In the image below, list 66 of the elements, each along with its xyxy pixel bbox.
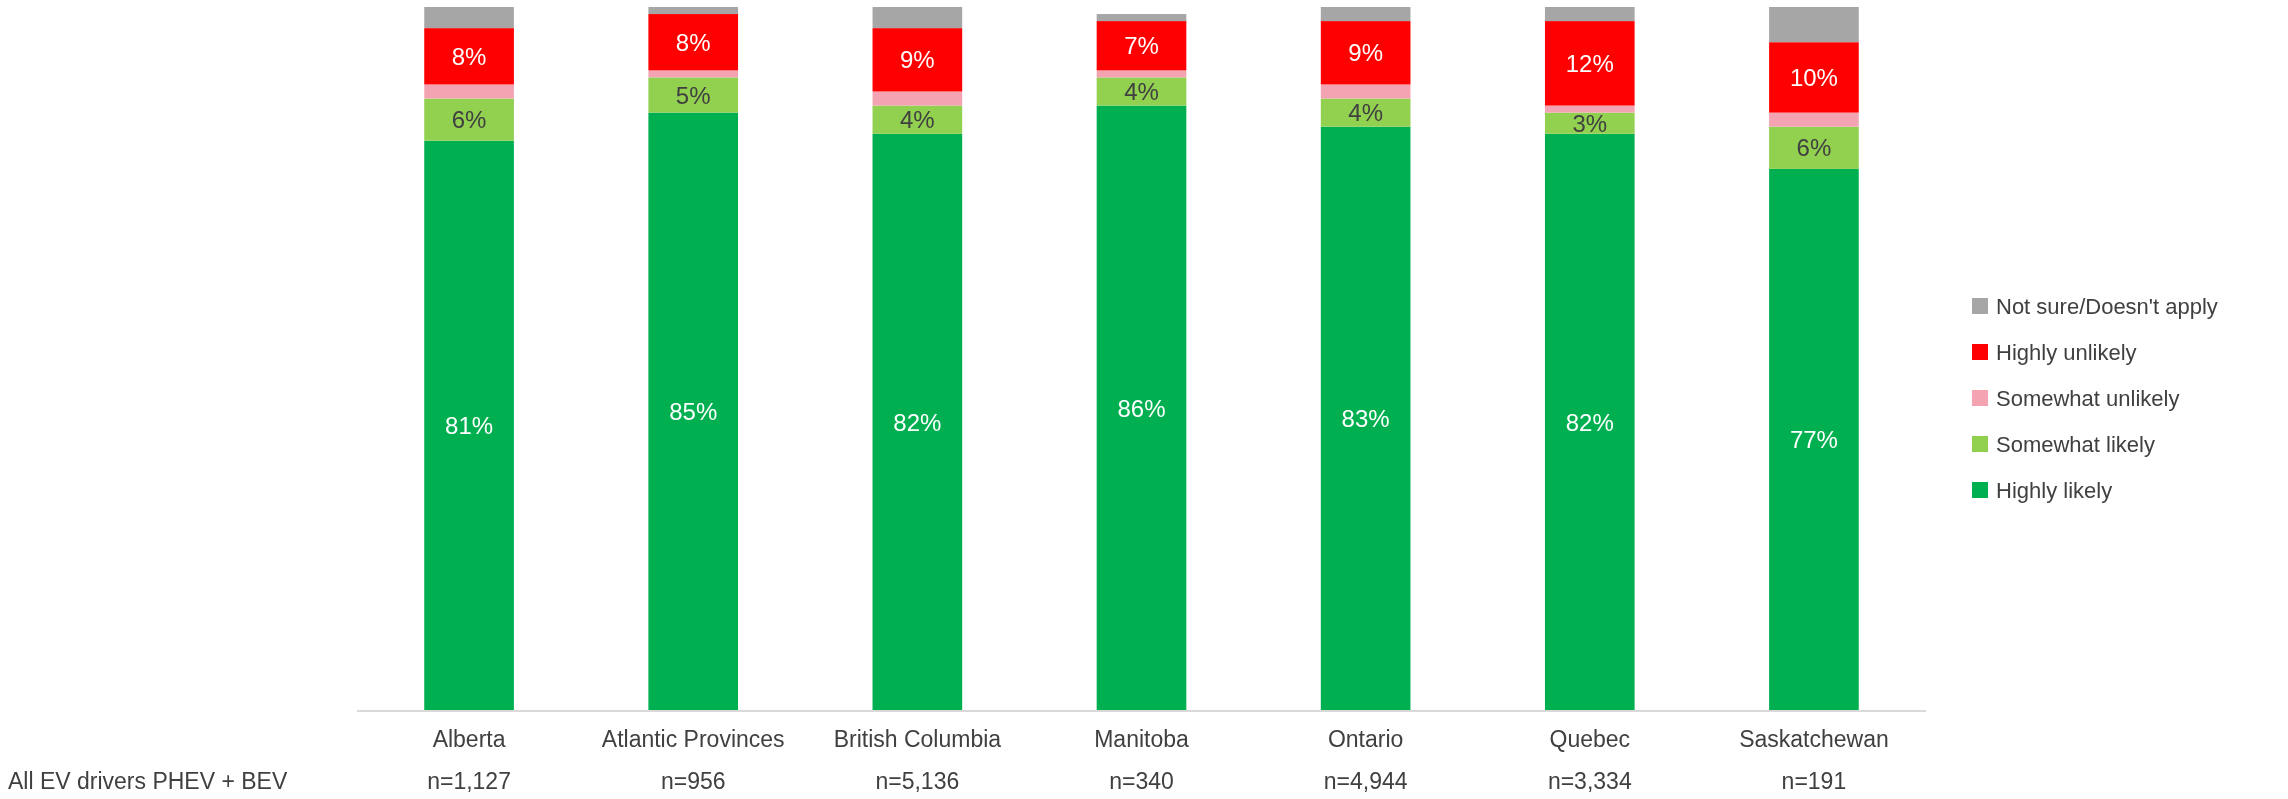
x-tick-label: Ontario n=4,944 xyxy=(1323,726,1408,794)
data-label: 82% xyxy=(1565,408,1614,436)
legend-label: Somewhat unlikely xyxy=(1996,385,2180,411)
data-label: 3% xyxy=(1572,109,1608,137)
data-label: 9% xyxy=(900,46,935,74)
bar xyxy=(1769,112,1859,127)
bar xyxy=(424,140,514,711)
bar xyxy=(1769,42,1859,113)
data-label: 81% xyxy=(445,412,494,440)
data-label: 9% xyxy=(1348,39,1383,67)
data-label: 86% xyxy=(1117,394,1166,422)
bar xyxy=(1096,70,1187,78)
data-label: 77% xyxy=(1789,426,1838,454)
text: All EV drivers PHEV + BEV xyxy=(8,768,288,794)
legend-label: Highly likely xyxy=(1996,477,2113,503)
legend-label: Somewhat likely xyxy=(1996,431,2155,457)
bar xyxy=(424,28,514,85)
bar xyxy=(1096,77,1187,106)
bar xyxy=(1096,21,1187,71)
bar xyxy=(424,98,514,141)
data-label: 8% xyxy=(675,28,711,56)
legend-label: Not sure/Doesn't apply xyxy=(1996,293,2218,319)
data-label: 4% xyxy=(1124,77,1159,105)
x-tick-label: Manitoba n=340 xyxy=(1094,726,1190,794)
data-label: 10% xyxy=(1789,63,1838,91)
data-label: 85% xyxy=(669,398,718,426)
bar xyxy=(648,77,739,113)
bar xyxy=(872,133,963,711)
bar xyxy=(424,7,514,29)
bar xyxy=(1096,105,1187,711)
bar xyxy=(872,91,963,106)
bar xyxy=(648,70,739,78)
bar xyxy=(1320,7,1411,22)
data-label: 8% xyxy=(451,42,487,70)
bar xyxy=(1769,126,1859,169)
bar xyxy=(1769,7,1859,43)
bar xyxy=(1096,14,1187,22)
bar xyxy=(1320,21,1411,85)
data-label: 6% xyxy=(1796,134,1832,162)
data-label: 6% xyxy=(451,106,487,134)
bar xyxy=(648,7,739,15)
bar xyxy=(1544,133,1635,711)
x-tick-label: Alberta n=1,127 xyxy=(427,726,511,794)
x-tick-label: British Columbia n=5,136 xyxy=(833,726,1002,794)
data-label: 83% xyxy=(1341,405,1390,433)
bar xyxy=(872,7,963,29)
legend-label: Highly unlikely xyxy=(1996,339,2137,365)
bar xyxy=(1320,84,1411,99)
data-label: 12% xyxy=(1565,49,1614,77)
data-label: 82% xyxy=(893,408,942,436)
x-tick-label: Quebec n=3,334 xyxy=(1547,726,1632,794)
bar xyxy=(648,14,739,71)
bar xyxy=(1544,7,1635,22)
bar xyxy=(1320,126,1411,711)
data-label: 4% xyxy=(1348,99,1383,127)
x-tick-label: Saskatchewan n=191 xyxy=(1739,726,1889,794)
bar xyxy=(1769,168,1859,711)
bar xyxy=(648,112,739,711)
data-label: 4% xyxy=(900,106,935,134)
bar xyxy=(1544,105,1635,113)
data-label: 5% xyxy=(675,81,711,109)
x-tick-label: Atlantic Provinces n=956 xyxy=(601,726,785,794)
data-label: 7% xyxy=(1124,32,1159,60)
bar xyxy=(424,84,514,99)
bar xyxy=(872,28,963,92)
bar xyxy=(1544,21,1635,106)
